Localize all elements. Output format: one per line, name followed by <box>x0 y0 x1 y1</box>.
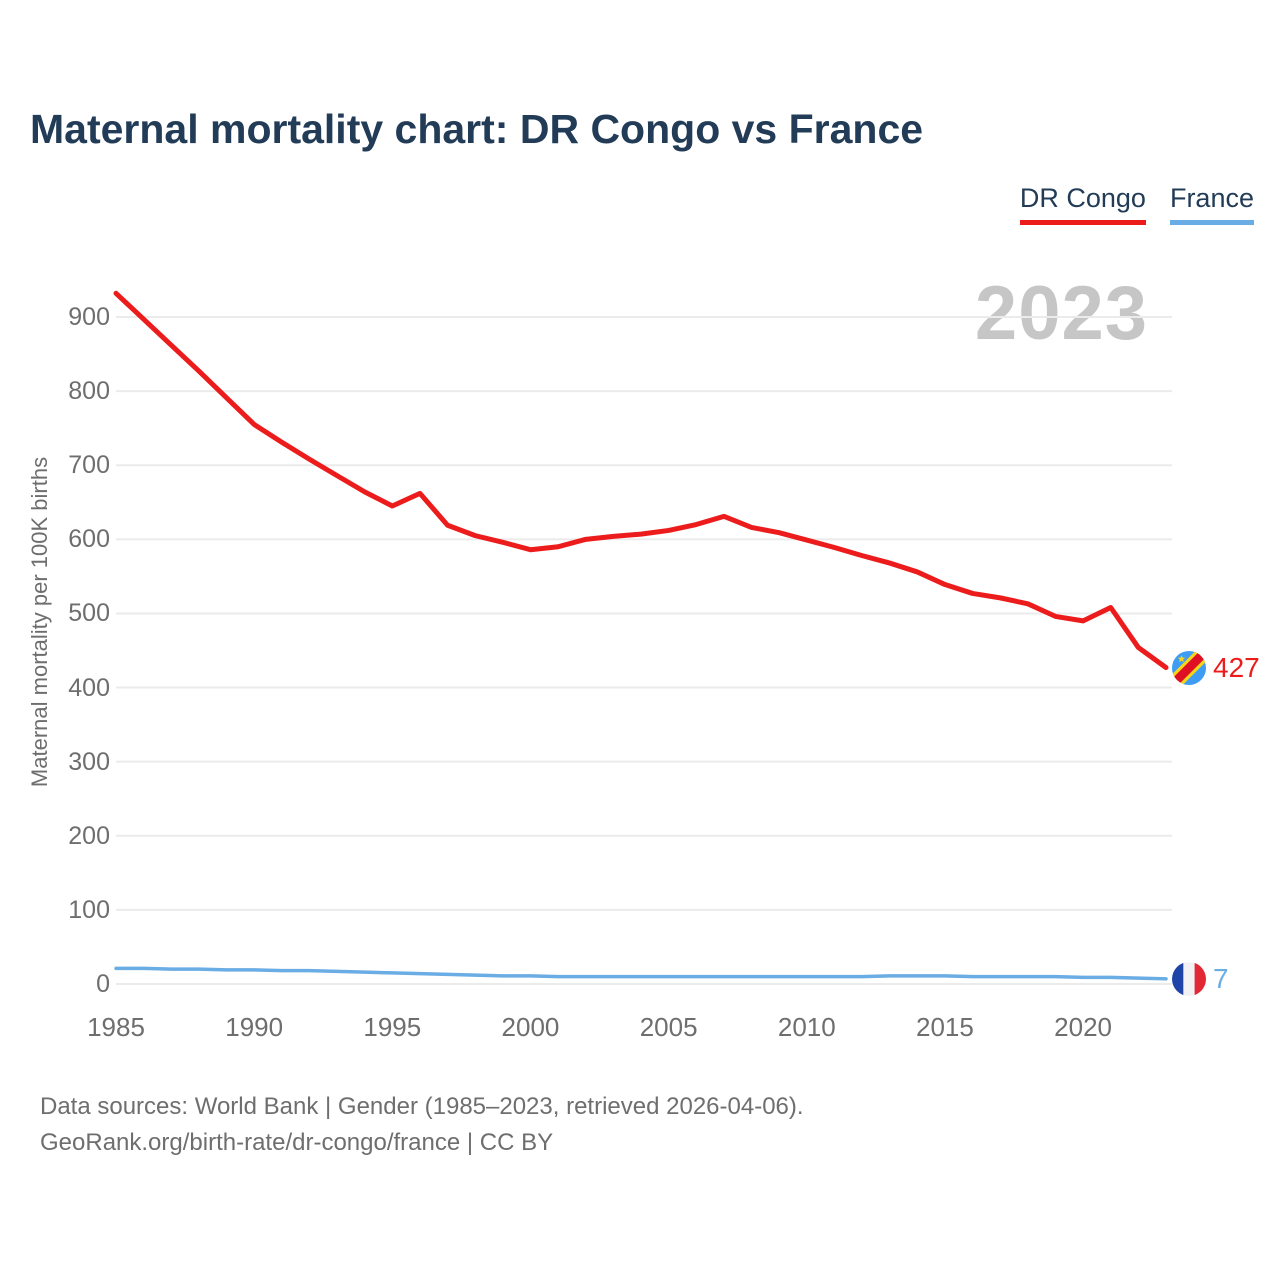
france-value-label: 7 <box>1213 962 1229 994</box>
x-tick-label: 2005 <box>639 1012 698 1042</box>
x-tick-label: 1990 <box>225 1012 284 1042</box>
series-line-france <box>114 966 1168 981</box>
series-line-dr-congo <box>113 290 1169 671</box>
y-tick-label: 0 <box>96 970 110 998</box>
legend-item-dr-congo[interactable]: DR Congo <box>1019 183 1146 225</box>
dr-congo-value-label: 427 <box>1213 651 1260 683</box>
x-tick-label: 2020 <box>1054 1012 1113 1042</box>
legend: DR Congo France <box>1019 183 1254 225</box>
legend-label-dr-congo: DR Congo <box>1019 183 1146 213</box>
y-tick-label: 900 <box>68 303 110 331</box>
dr-congo-endpoint: 427 <box>1172 650 1260 685</box>
france-endpoint: 7 <box>1172 961 1229 996</box>
x-tick-label: 2000 <box>501 1012 560 1042</box>
y-tick-label: 200 <box>68 821 110 850</box>
france-flag-icon <box>1172 961 1206 996</box>
y-tick-label: 600 <box>68 525 110 554</box>
y-tick-label: 400 <box>68 673 110 702</box>
footer: Data sources: World Bank | Gender (1985–… <box>40 1089 804 1161</box>
x-tick-label: 1995 <box>363 1012 422 1042</box>
page-title: Maternal mortality chart: DR Congo vs Fr… <box>30 106 924 152</box>
y-tick-label: 300 <box>68 747 110 776</box>
footer-attribution: GeoRank.org/birth-rate/dr-congo/france |… <box>40 1129 554 1156</box>
x-tick-label: 2010 <box>777 1012 836 1042</box>
y-tick-label: 700 <box>68 451 110 480</box>
footer-sources: Data sources: World Bank | Gender (1985–… <box>40 1093 804 1120</box>
x-tick-label: 2015 <box>916 1012 974 1042</box>
y-tick-label: 500 <box>68 599 110 628</box>
legend-label-france: France <box>1169 183 1254 213</box>
x-tick-label: 1985 <box>87 1012 145 1042</box>
y-tick-label: 800 <box>68 377 110 406</box>
dr-congo-flag-icon <box>1172 650 1206 685</box>
y-tick-label: 100 <box>68 895 110 924</box>
year-watermark: 2023 <box>974 271 1148 356</box>
legend-item-france[interactable]: France <box>1169 183 1254 225</box>
